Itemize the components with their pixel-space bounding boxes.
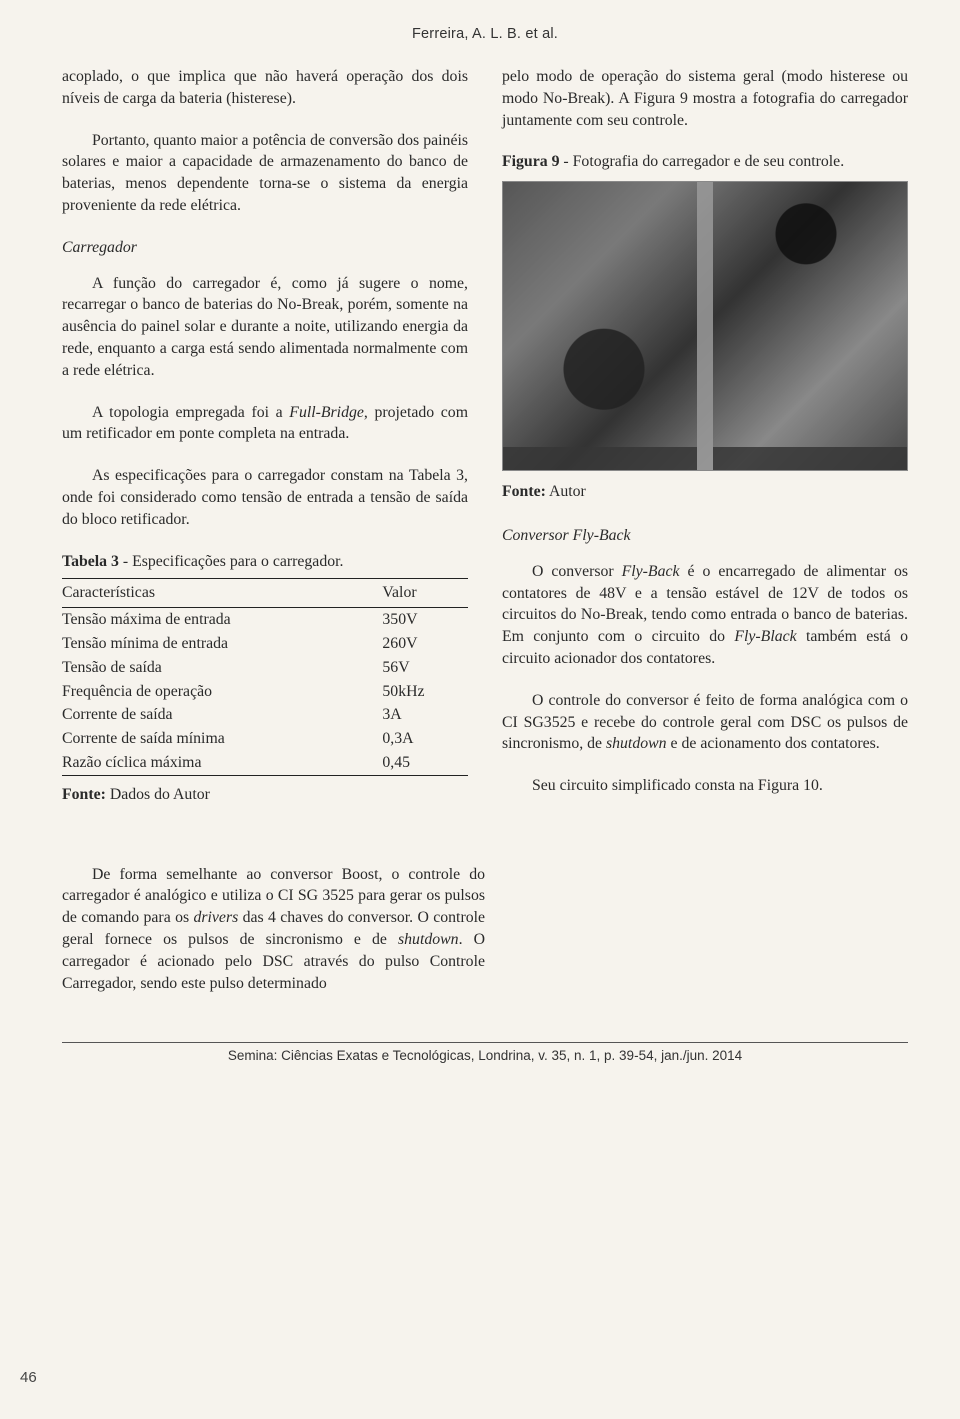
right-column: pelo modo de operação do sistema geral (… [502,66,908,828]
text-run: O conversor [532,563,622,580]
source-text: Autor [546,483,586,500]
figure-9-image [502,181,908,471]
table-row: Tensão máxima de entrada 350V [62,608,468,632]
body-paragraph: Portanto, quanto maior a potência de con… [62,130,468,217]
page-number: 46 [20,1368,37,1389]
table-cell: 50kHz [382,680,468,704]
table-cell: Corrente de saída mínima [62,727,382,751]
table-row: Tensão mínima de entrada 260V [62,632,468,656]
table-header-cell: Valor [382,579,468,608]
table-cell: 0,45 [382,751,468,775]
body-paragraph: acoplado, o que implica que não haverá o… [62,66,468,110]
specifications-table: Características Valor Tensão máxima de e… [62,578,468,775]
italic-term: shutdown [398,931,459,948]
table-caption: Tabela 3 - Especificações para o carrega… [62,551,468,573]
table-header-cell: Características [62,579,382,608]
body-paragraph: As especificações para o carregador cons… [62,465,468,530]
footer-citation: Semina: Ciências Exatas e Tecnológicas, … [62,1047,908,1066]
source-label: Fonte: [62,786,106,803]
figure-label: Figura 9 [502,153,559,170]
table-cell: Tensão máxima de entrada [62,608,382,632]
body-paragraph: O conversor Fly-Back é o encarregado de … [502,561,908,670]
running-head-author: Ferreira, A. L. B. et al. [62,24,908,44]
table-cell: 0,3A [382,727,468,751]
italic-term: Fly-Black [734,628,796,645]
table-row: Corrente de saída mínima 0,3A [62,727,468,751]
left-column: acoplado, o que implica que não haverá o… [62,66,468,828]
table-cell: Corrente de saída [62,703,382,727]
table-row: Frequência de operação 50kHz [62,680,468,704]
figure-title-text: - Fotografia do carregador e de seu cont… [559,153,844,170]
table-row: Corrente de saída 3A [62,703,468,727]
body-paragraph: Seu circuito simplificado consta na Figu… [502,775,908,797]
text-run: e de acionamento dos contatores. [667,735,880,752]
table-cell: 3A [382,703,468,727]
body-paragraph: A função do carregador é, como já sugere… [62,273,468,382]
text-run: A topologia empregada foi a [92,404,289,421]
table-cell: 260V [382,632,468,656]
source-text: Dados do Autor [106,786,210,803]
table-source: Fonte: Dados do Autor [62,784,468,806]
table-cell: Tensão mínima de entrada [62,632,382,656]
body-paragraph: De forma semelhante ao conversor Boost, … [62,864,485,995]
body-paragraph: pelo modo de operação do sistema geral (… [502,66,908,131]
section-heading-carregador: Carregador [62,237,468,259]
italic-term: shutdown [606,735,667,752]
figure-source: Fonte: Autor [502,481,908,503]
table-cell: Tensão de saída [62,656,382,680]
table-cell: Razão cíclica máxima [62,751,382,775]
table-row: Tensão de saída 56V [62,656,468,680]
italic-term: Full-Bridge [289,404,364,421]
table-label: Tabela 3 [62,553,119,570]
table-cell: 56V [382,656,468,680]
body-paragraph: A topologia empregada foi a Full-Bridge,… [62,402,468,446]
table-cell: 350V [382,608,468,632]
two-column-layout: acoplado, o que implica que não haverá o… [62,66,908,828]
table-cell: Frequência de operação [62,680,382,704]
body-paragraph: O controle do conversor é feito de forma… [502,690,908,755]
section-heading-flyback: Conversor Fly-Back [502,525,908,547]
table-title-text: - Especificações para o carregador. [119,553,344,570]
italic-term: drivers [193,909,238,926]
bottom-continuation: De forma semelhante ao conversor Boost, … [62,864,485,995]
table-row: Razão cíclica máxima 0,45 [62,751,468,775]
italic-term: Fly-Back [622,563,680,580]
source-label: Fonte: [502,483,546,500]
figure-caption: Figura 9 - Fotografia do carregador e de… [502,151,908,173]
footer-rule [62,1042,908,1043]
